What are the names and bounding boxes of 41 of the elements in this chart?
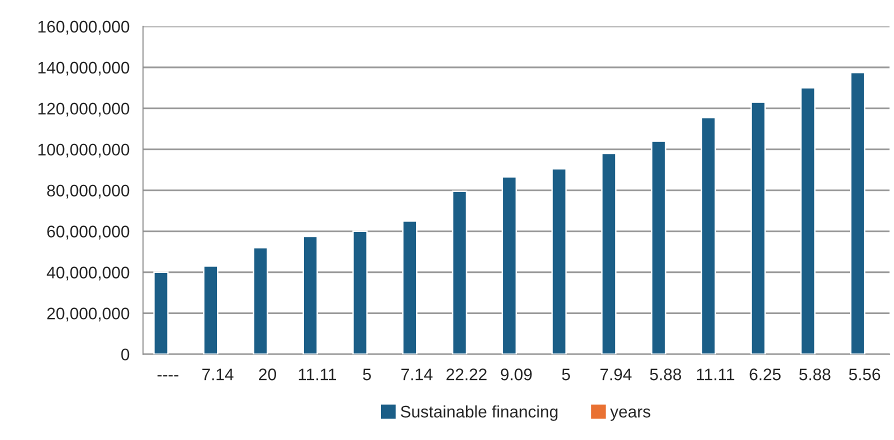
bar [850,72,866,354]
y-tick-label: 0 [121,348,130,360]
x-tick-label: 22.22 [446,368,487,380]
x-tick-label: 7.94 [600,368,632,380]
x-tick-label: 9.09 [500,368,532,380]
y-tick-label: 100,000,000 [38,144,130,158]
bar [800,87,816,354]
y-tick-label: 80,000,000 [47,184,130,198]
x-tick-label: 6.25 [750,368,781,380]
bar [352,230,368,354]
x-tick-label: 7.14 [401,368,432,380]
y-tick-label: 40,000,000 [46,266,130,280]
bar [650,140,666,354]
y-tick-label: 120,000,000 [38,102,130,117]
bar [502,176,517,354]
bar [402,220,418,354]
bar [551,168,567,354]
x-tick-label: 5.88 [650,368,682,380]
bar [700,116,716,354]
bar [601,152,617,354]
x-tick-label: 5 [363,368,371,380]
x-tick-label: 20 [259,368,276,380]
legend-label: years [610,408,650,421]
x-tick-label: 11.11 [696,368,734,380]
x-tick-label: 5.56 [849,368,880,380]
y-tick-label: 20,000,000 [47,308,130,322]
bar [302,236,318,354]
bar [750,102,766,354]
legend-label: Sustainable financing [400,405,558,421]
y-tick-label: 160,000,000 [38,20,130,35]
x-tick-label: 5.88 [799,368,830,380]
bar [153,272,169,354]
bar [203,265,218,354]
x-tick-label: 7.14 [202,368,234,380]
y-tick-label: 140,000,000 [38,62,130,76]
bar [452,190,468,354]
bar [252,246,268,354]
y-tick-label: 60,000,000 [47,226,130,240]
x-tick-label: 5 [562,368,570,380]
x-tick-label: 11.11 [298,368,336,380]
x-tick-label: ---- [158,375,178,376]
